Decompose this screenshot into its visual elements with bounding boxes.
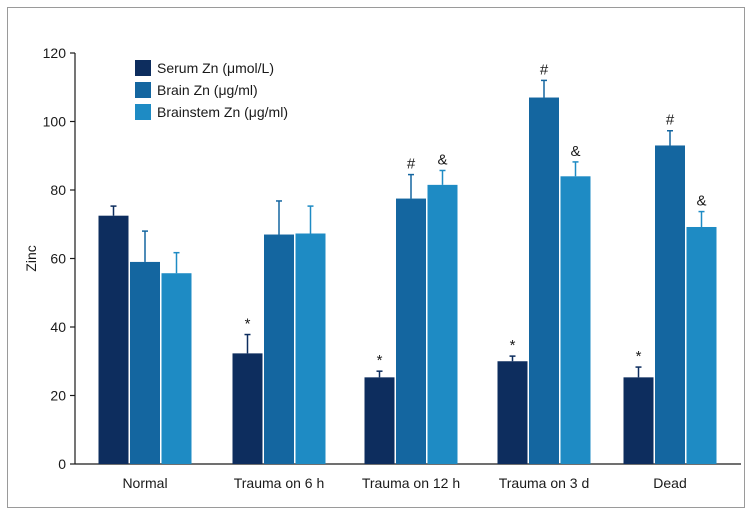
- legend-label: Serum Zn (μmol/L): [157, 60, 274, 76]
- bar: [497, 361, 528, 464]
- y-tick-label: 60: [50, 251, 66, 267]
- bar: [295, 233, 326, 464]
- bar: [364, 377, 395, 464]
- y-tick-label: 120: [43, 45, 67, 61]
- bar: [161, 273, 192, 464]
- bar: [686, 226, 717, 464]
- x-category-label: Trauma on 6 h: [234, 475, 325, 491]
- significance-marker: &: [437, 151, 447, 168]
- significance-marker: &: [696, 193, 706, 210]
- legend-swatch: [135, 82, 151, 98]
- significance-marker: #: [540, 61, 549, 78]
- legend-label: Brainstem Zn (μg/ml): [157, 104, 288, 120]
- significance-marker: &: [570, 143, 580, 160]
- legend-swatch: [135, 104, 151, 120]
- bar: [130, 261, 160, 464]
- legend: Serum Zn (μmol/L) Brain Zn (μg/ml) Brainst…: [135, 60, 288, 120]
- x-category-label: Dead: [653, 475, 686, 491]
- bar: [623, 377, 654, 464]
- significance-marker: *: [636, 348, 642, 365]
- y-tick-label: 20: [50, 388, 66, 404]
- bar: [655, 145, 685, 464]
- y-tick-label: 80: [50, 182, 66, 198]
- axes: 0 20 40 60 80 100 120 Normal Trauma on 6 h Trauma…: [43, 45, 741, 491]
- x-category-label: Trauma on 12 h: [362, 475, 460, 491]
- x-category-label: Normal: [122, 475, 167, 491]
- bar: [427, 184, 458, 465]
- bar-chart: 0 20 40 60 80 100 120 Normal Trauma on 6 h Trauma…: [23, 45, 741, 491]
- y-tick-label: 40: [50, 319, 66, 335]
- chart-frame: 0 20 40 60 80 100 120 Normal Trauma on 6 h Trauma…: [7, 7, 745, 508]
- bar: [264, 234, 294, 464]
- significance-marker: #: [407, 156, 416, 173]
- bar: [529, 97, 559, 465]
- x-category-label: Trauma on 3 d: [499, 475, 590, 491]
- bars: * * # & * # & * # &: [98, 61, 717, 465]
- y-axis-label: Zinc: [23, 245, 39, 271]
- bar: [98, 215, 129, 464]
- legend-label: Brain Zn (μg/ml): [157, 82, 258, 98]
- bar: [560, 176, 591, 465]
- significance-marker: #: [666, 112, 675, 129]
- significance-marker: *: [510, 337, 516, 354]
- y-tick-label: 100: [43, 114, 67, 130]
- significance-marker: *: [377, 352, 383, 369]
- significance-marker: *: [245, 316, 251, 333]
- legend-swatch: [135, 60, 151, 76]
- bar: [232, 353, 263, 464]
- y-tick-label: 0: [58, 456, 66, 472]
- bar: [396, 198, 426, 464]
